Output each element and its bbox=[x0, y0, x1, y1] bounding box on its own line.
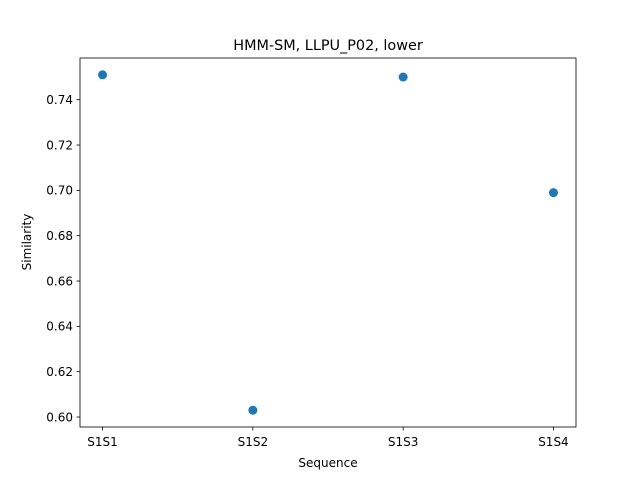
x-tick-label: S1S2 bbox=[238, 435, 269, 449]
x-tick-label: S1S3 bbox=[388, 435, 419, 449]
y-axis-label: Similarity bbox=[20, 214, 34, 271]
data-point bbox=[248, 405, 258, 415]
y-axis-ticks: 0.60 0.62 0.64 0.66 0.68 0.70 0.72 0.74 bbox=[46, 93, 80, 424]
x-axis-ticks: S1S1 S1S2 S1S3 S1S4 bbox=[87, 427, 569, 449]
x-axis-label: Sequence bbox=[298, 456, 357, 470]
x-tick-label: S1S1 bbox=[87, 435, 118, 449]
y-tick-label: 0.60 bbox=[46, 410, 73, 424]
data-point bbox=[398, 72, 408, 82]
data-points bbox=[98, 70, 558, 415]
chart-title: HMM-SM, LLPU_P02, lower bbox=[233, 38, 423, 54]
y-tick-label: 0.74 bbox=[46, 93, 73, 107]
y-tick-label: 0.72 bbox=[46, 138, 73, 152]
x-tick-label: S1S4 bbox=[538, 435, 569, 449]
y-tick-label: 0.62 bbox=[46, 365, 73, 379]
plot-frame bbox=[79, 57, 577, 428]
y-tick-label: 0.64 bbox=[46, 320, 73, 334]
y-tick-label: 0.70 bbox=[46, 184, 73, 198]
y-tick-label: 0.68 bbox=[46, 229, 73, 243]
data-point bbox=[98, 70, 108, 80]
data-point bbox=[548, 188, 558, 198]
y-tick-label: 0.66 bbox=[46, 274, 73, 288]
